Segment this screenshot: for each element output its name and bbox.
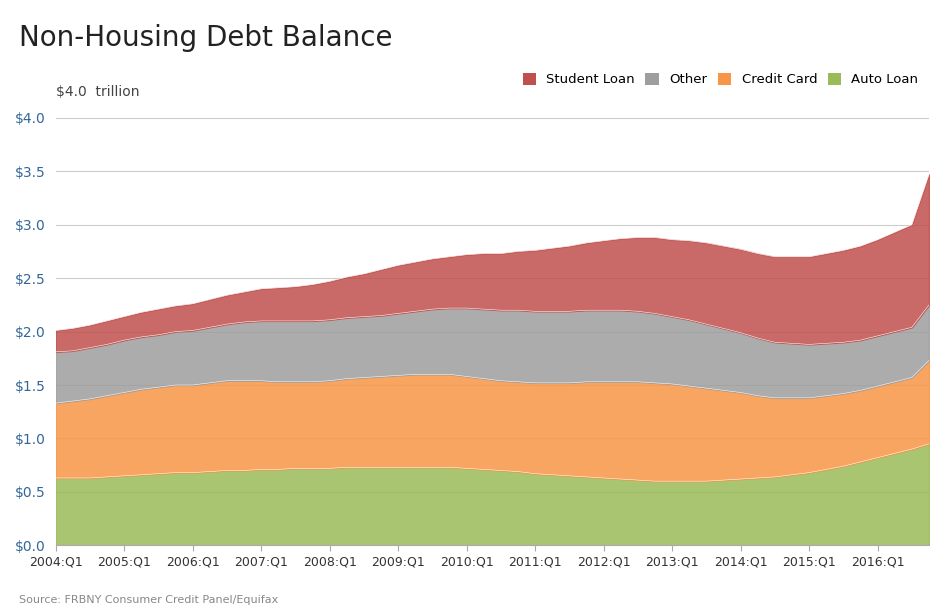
- Text: Source: FRBNY Consumer Credit Panel/Equifax: Source: FRBNY Consumer Credit Panel/Equi…: [19, 595, 278, 605]
- Legend: Student Loan, Other, Credit Card, Auto Loan: Student Loan, Other, Credit Card, Auto L…: [518, 69, 922, 90]
- Text: $4.0  trillion: $4.0 trillion: [56, 85, 139, 98]
- Text: Non-Housing Debt Balance: Non-Housing Debt Balance: [19, 24, 393, 52]
